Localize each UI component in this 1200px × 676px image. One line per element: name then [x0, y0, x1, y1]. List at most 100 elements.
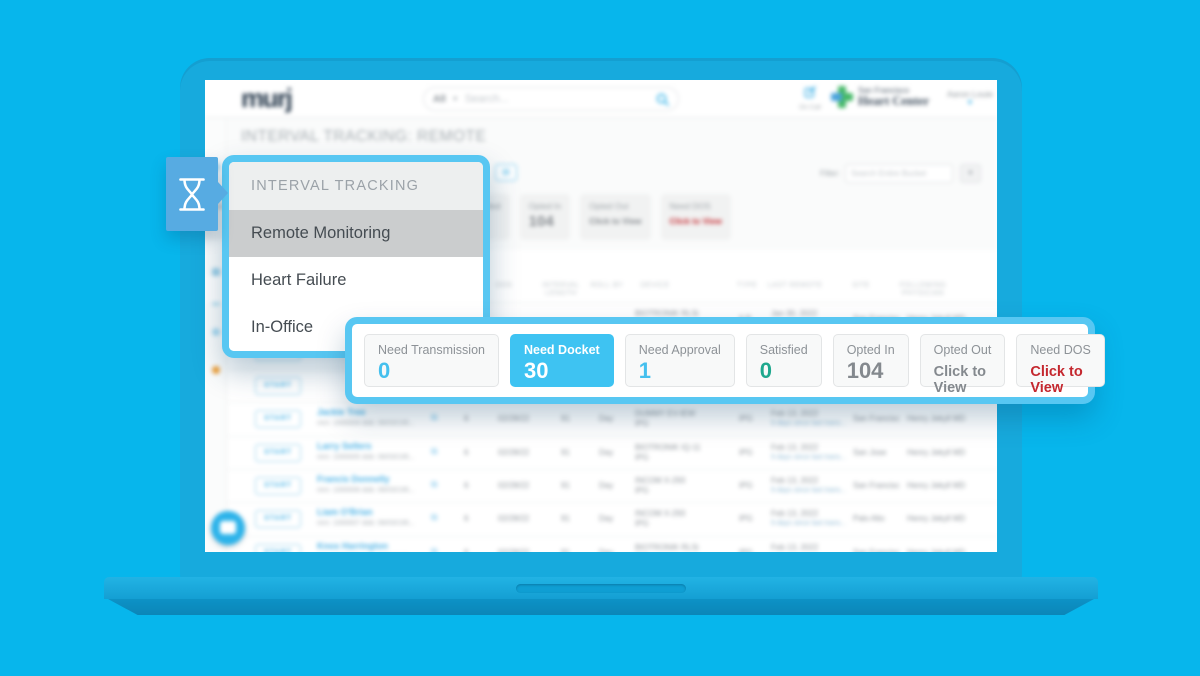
nav-rail-icon[interactable]: [212, 298, 220, 306]
patient-name-link[interactable]: Knox Harrington: [317, 540, 388, 551]
bucket-stat-card[interactable]: Opted In 104: [832, 334, 909, 387]
patient-name-link[interactable]: Liam O'Brian: [317, 507, 373, 518]
cell-device: INCOM X-293 IPG: [635, 475, 686, 495]
cell-roll-by: Day: [599, 548, 613, 552]
cell-roll-by: Day: [599, 414, 614, 424]
patient-mrn-dob: mrn: 1000005 dob: 06/03/195...: [317, 453, 415, 461]
stat-value: Click to View: [669, 216, 722, 226]
external-link-icon[interactable]: ⧉: [431, 445, 438, 456]
start-button[interactable]: START: [255, 543, 301, 552]
cell-interval-length: 91: [561, 548, 570, 552]
cell-site: San Jose: [853, 447, 887, 457]
stat-label: Need Docket: [524, 343, 600, 357]
column-header: ROLL BY: [590, 282, 624, 289]
cell-roll-by: Day: [599, 514, 614, 524]
clinic-logo: San Francisco Heart Center: [831, 86, 929, 108]
menu-item[interactable]: Heart Failure: [229, 257, 483, 304]
cell-following-physician: Henry Jekyll MD: [907, 548, 965, 552]
user-menu[interactable]: Aaron Louie ▼: [947, 89, 993, 107]
table-row[interactable]: START Knox Harrington mrn: 1000008 dob: …: [228, 535, 997, 552]
stat-label: Need Approval: [638, 343, 721, 357]
cell-interval-length: 91: [561, 414, 570, 424]
cell-device: BIOTRONIK RLSiIPG: [635, 542, 699, 552]
menu-item-label: Heart Failure: [251, 271, 347, 289]
start-button[interactable]: START: [255, 410, 301, 429]
cell-device: DUMMY EV-IEW IPG: [635, 409, 696, 429]
menu-item-label: In-Office: [251, 318, 314, 336]
bucket-stats-callout: Need Transmission 0 Need Docket 30 Need …: [345, 317, 1105, 404]
start-button[interactable]: START: [255, 376, 301, 395]
cell-last-remote: Feb 13, 2022 9 days since last trans...: [771, 475, 847, 494]
cell-device: INCOM X-293 IPG: [635, 509, 686, 529]
patient-name-link[interactable]: Larry Sellers: [317, 440, 372, 451]
chevron-down-icon: ▼: [965, 98, 974, 107]
external-link-icon[interactable]: ⧉: [431, 478, 438, 489]
cell-transmissions: 6: [464, 447, 469, 457]
hourglass-icon: [179, 177, 205, 211]
filter-bucket-input[interactable]: Search Entire Bucket: [845, 164, 953, 183]
cell-device: BIOTRONIK IQ-11 IPG: [635, 442, 701, 462]
bucket-stat-card[interactable]: Need Docket 30: [510, 334, 614, 387]
laptop-base-underside: [108, 599, 1094, 615]
bucket-stat-card[interactable]: Need DOS Click to View: [1016, 334, 1105, 396]
patient-mrn-dob: mrn: 1000006 dob: 06/03/195...: [317, 486, 415, 494]
start-button[interactable]: START: [255, 510, 301, 529]
filter-apply-button[interactable]: ▼: [960, 164, 981, 183]
clinic-name-line1: San Francisco: [858, 86, 910, 95]
search-icon[interactable]: [656, 93, 669, 106]
bucket-stat-card[interactable]: Opted In 104: [519, 194, 571, 240]
search-input[interactable]: Search...: [464, 93, 509, 105]
cell-transmissions: 6: [464, 514, 469, 524]
cell-dos: 02/28/22: [498, 548, 529, 552]
start-button[interactable]: START: [255, 476, 301, 495]
cell-roll-by: Day: [599, 480, 614, 490]
start-button[interactable]: START: [255, 443, 301, 462]
stat-value: 104: [528, 213, 554, 230]
patient-name-link[interactable]: Jackie Tree: [317, 407, 366, 418]
table-row[interactable]: START Liam O'Brian mrn: 1000007 dob: 06/…: [228, 502, 997, 536]
table-row[interactable]: START Larry Sellers mrn: 1000005 dob: 06…: [228, 435, 997, 469]
stat-value: Click to View: [1030, 364, 1083, 396]
column-header: DEVICE: [640, 282, 670, 289]
stat-label: Need Transmission: [378, 343, 485, 357]
column-header: SITE: [852, 282, 870, 289]
badge-pointer: [218, 182, 228, 204]
cell-dos: 02/28/22: [498, 447, 530, 457]
patient-name-link[interactable]: Francis Donnelly: [317, 473, 390, 484]
stat-value: 104: [846, 358, 884, 383]
heart-center-cross-icon: [831, 86, 853, 108]
bucket-stat-card[interactable]: Need Transmission 0: [364, 334, 499, 387]
cell-following-physician: Henry Jekyll MD: [907, 414, 966, 424]
bucket-stat-card[interactable]: Opted Out Click to View: [919, 334, 1006, 396]
global-search[interactable]: All ▼ Search...: [423, 87, 679, 111]
on-call-button[interactable]: On Call: [793, 85, 827, 111]
external-link-icon[interactable]: ⧉: [431, 512, 438, 523]
stat-label: Opted Out: [589, 201, 629, 211]
external-link-icon[interactable]: ⧉: [431, 545, 438, 552]
cell-interval-length: 91: [561, 447, 570, 457]
nav-rail-icon[interactable]: [212, 268, 220, 276]
nav-rail-icon[interactable]: [212, 328, 220, 336]
cell-transmissions: 6: [464, 548, 468, 552]
bulk-action-button[interactable]: ▤: [495, 164, 517, 181]
menu-item[interactable]: Remote Monitoring: [229, 210, 483, 257]
nav-rail-icon[interactable]: [212, 366, 220, 374]
chat-widget-button[interactable]: [211, 511, 245, 545]
menu-header: INTERVAL TRACKING: [229, 162, 483, 210]
page-title: INTERVAL TRACKING: REMOTE: [241, 128, 487, 145]
bucket-stat-card[interactable]: Need DOS Click to View: [660, 194, 731, 240]
bucket-stat-card[interactable]: Satisfied 0: [745, 334, 822, 387]
table-row[interactable]: START Francis Donnelly mrn: 1000006 dob:…: [228, 468, 997, 503]
column-header: LAST REMOTE: [767, 282, 823, 289]
bucket-stat-card[interactable]: Opted Out Click to View: [580, 194, 651, 240]
murj-logo: murj: [241, 83, 293, 113]
cell-site: San Francisc: [853, 548, 900, 552]
cell-interval-length: 91: [561, 514, 570, 524]
on-call-edit-icon: [804, 86, 816, 98]
cell-type: IPG: [739, 414, 753, 424]
column-header: TYPE: [736, 282, 758, 289]
external-link-icon[interactable]: ⧉: [431, 412, 438, 423]
table-row[interactable]: START Jackie Tree mrn: 1000004 dob: 06/0…: [228, 402, 997, 436]
bucket-stat-card[interactable]: Need Approval 1: [624, 334, 735, 387]
search-scope-dropdown[interactable]: All: [433, 93, 446, 105]
